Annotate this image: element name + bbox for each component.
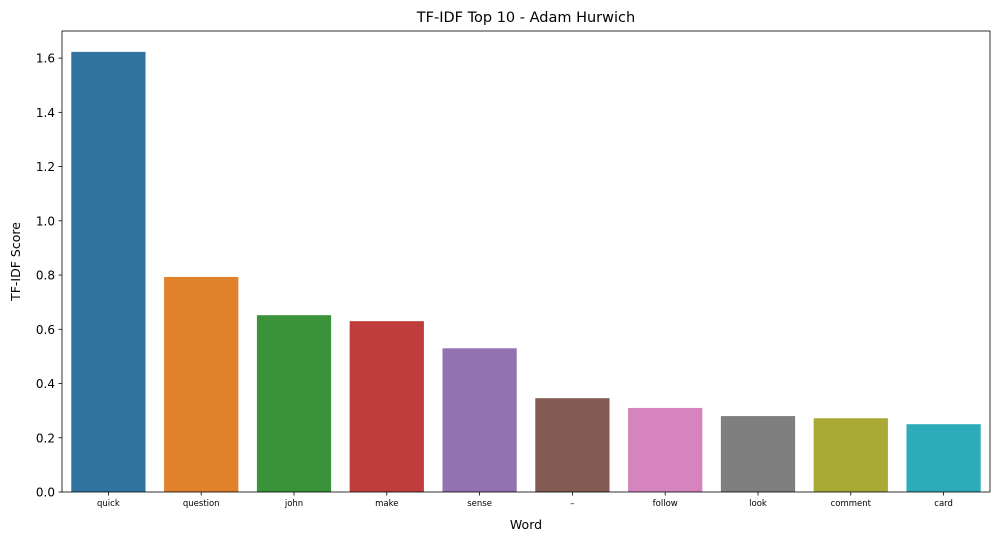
y-tick-label: 0.6 [36, 323, 55, 337]
bar-1 [164, 276, 239, 492]
y-tick-label: 0.2 [36, 431, 55, 445]
y-tick-label: 0.4 [36, 377, 55, 391]
plot-frame [61, 30, 991, 493]
y-tick-label: 0.8 [36, 269, 55, 283]
y-axis-label: TF-IDF Score [8, 222, 23, 302]
y-tick-label: 0.0 [36, 486, 55, 500]
x-tick-label: quick [97, 499, 120, 509]
chart-title: TF-IDF Top 10 - Adam Hurwich [416, 10, 635, 26]
bar-4 [442, 348, 517, 492]
y-tick-label: 1.6 [36, 52, 55, 66]
bar-0 [71, 51, 146, 493]
bar-6 [628, 407, 703, 492]
bar-2 [256, 315, 332, 492]
x-tick-label: follow [653, 499, 678, 509]
x-tick-label: look [749, 499, 767, 509]
y-tick-label: 1.4 [36, 106, 55, 120]
bar-3 [349, 321, 424, 492]
x-tick-label: sense [467, 499, 492, 509]
bar-9 [906, 424, 981, 492]
y-axis: 0.0 0.2 0.4 0.6 0.8 1.0 1.2 1.4 1.6 [36, 52, 62, 500]
y-tick-label: 1.0 [36, 214, 55, 228]
bars-group [71, 51, 981, 493]
x-axis: quick question john make sense – follow look com… [97, 492, 953, 509]
bar-8 [813, 418, 888, 492]
x-axis-label: Word [510, 517, 542, 532]
x-tick-label: comment [831, 499, 872, 509]
bar-5 [535, 398, 610, 492]
y-tick-label: 1.2 [36, 160, 55, 174]
x-tick-label: question [183, 499, 220, 509]
x-tick-label: card [934, 499, 953, 509]
x-tick-label: john [284, 499, 303, 509]
x-tick-label: make [375, 499, 398, 509]
x-tick-label: – [570, 499, 574, 509]
bar-7 [720, 416, 796, 492]
